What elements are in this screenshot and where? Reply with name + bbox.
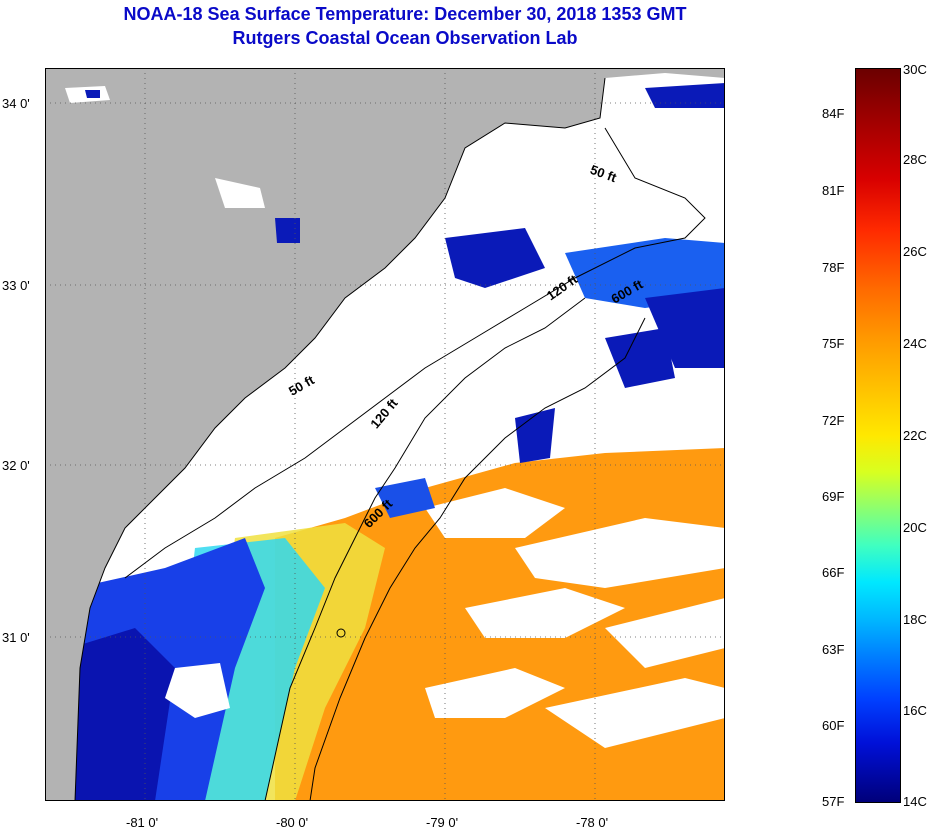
colorbar-f-75: 75F (822, 336, 845, 351)
colorbar-f-60: 60F (822, 718, 845, 733)
land-mass (45, 68, 725, 801)
colorbar-f-84: 84F (822, 106, 845, 121)
colorbar-c-18: 18C (903, 612, 927, 627)
colorbar-gradient (855, 68, 901, 803)
buoy-marker (336, 628, 346, 638)
isobath-lines (124, 127, 706, 801)
colorbar-f-72: 72F (822, 413, 845, 428)
colorbar-c-20: 20C (903, 520, 927, 535)
colorbar-f-81: 81F (822, 183, 845, 198)
colorbar-c-22: 22C (903, 428, 927, 443)
sst-map: 50 ft 50 ft 120 ft 120 ft 600 ft 600 ft (45, 68, 725, 801)
colorbar-c-28: 28C (903, 152, 927, 167)
colorbar-c-24: 24C (903, 336, 927, 351)
lon-label-80: -80 0' (276, 815, 309, 830)
colorbar-f-57: 57F (822, 794, 845, 809)
colorbar-f-66: 66F (822, 565, 845, 580)
lat-label-32: 32 0' (2, 458, 30, 473)
temperature-colorbar (855, 68, 901, 803)
lat-label-31: 31 0' (2, 630, 30, 645)
lat-label-34: 34 0' (2, 96, 30, 111)
colorbar-c-16: 16C (903, 703, 927, 718)
colorbar-c-14: 14C (903, 794, 927, 809)
lat-label-33: 33 0' (2, 278, 30, 293)
graticule (45, 68, 725, 801)
colorbar-c-30: 30C (903, 62, 927, 77)
colorbar-f-78: 78F (822, 260, 845, 275)
map-title: NOAA-18 Sea Surface Temperature: Decembe… (123, 4, 687, 24)
map-canvas (45, 68, 725, 801)
colorbar-f-69: 69F (822, 489, 845, 504)
lon-label-79: -79 0' (426, 815, 459, 830)
lon-label-78: -78 0' (576, 815, 609, 830)
cold-water-patch-north (445, 228, 545, 288)
colorbar-f-63: 63F (822, 642, 845, 657)
colorbar-c-26: 26C (903, 244, 927, 259)
map-subtitle: Rutgers Coastal Ocean Observation Lab (232, 28, 578, 48)
lon-label-81: -81 0' (126, 815, 159, 830)
coastline (74, 77, 606, 801)
